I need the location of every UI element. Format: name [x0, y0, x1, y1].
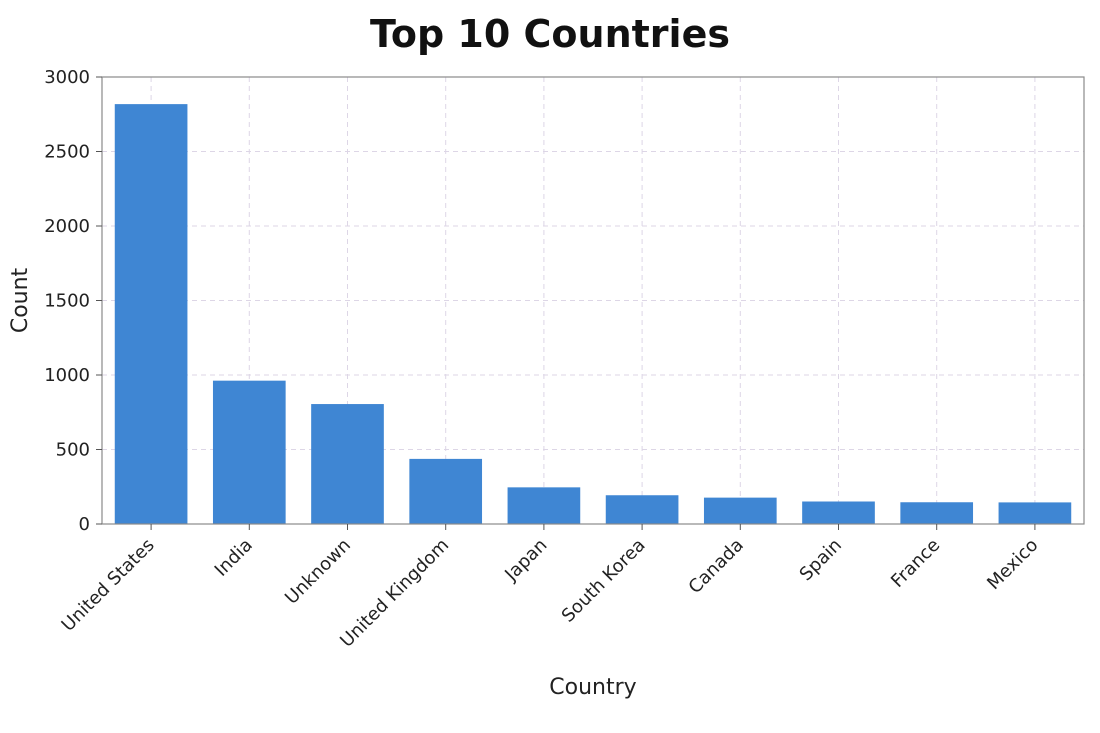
x-tick-label: South Korea — [558, 535, 650, 627]
y-tick-label: 2500 — [44, 142, 90, 163]
x-tick-label: Spain — [796, 535, 846, 585]
y-axis: 0 500 1000 1500 2000 2500 3000 — [44, 67, 102, 535]
y-tick-label: 2000 — [44, 216, 90, 237]
bar — [802, 501, 875, 524]
y-tick-label: 1500 — [44, 291, 90, 312]
y-tick-label: 0 — [79, 514, 90, 535]
x-tick-label: Japan — [500, 535, 551, 586]
bar — [998, 502, 1072, 524]
bar — [605, 495, 679, 524]
x-tick-label: India — [211, 535, 257, 581]
y-tick-label: 1000 — [44, 365, 90, 386]
bar — [507, 487, 581, 524]
x-axis-label: Country — [549, 675, 636, 700]
y-axis-label: Count — [8, 267, 33, 333]
bar — [311, 404, 384, 524]
bar — [703, 497, 777, 524]
x-tick-label: United Kingdom — [336, 535, 453, 652]
x-tick-label: France — [887, 535, 944, 592]
x-tick-label: Canada — [685, 535, 748, 598]
bar — [900, 502, 974, 524]
chart-title: Top 10 Countries — [370, 12, 730, 56]
x-tick-label: United States — [58, 535, 159, 636]
x-tick-label: Unknown — [281, 535, 355, 609]
bar — [212, 380, 286, 524]
x-tick-label: Mexico — [983, 535, 1042, 594]
bar-layer — [114, 104, 1072, 525]
y-tick-label: 500 — [56, 440, 90, 461]
bar — [114, 104, 188, 525]
bar — [409, 458, 483, 524]
y-tick-label: 3000 — [44, 67, 90, 88]
